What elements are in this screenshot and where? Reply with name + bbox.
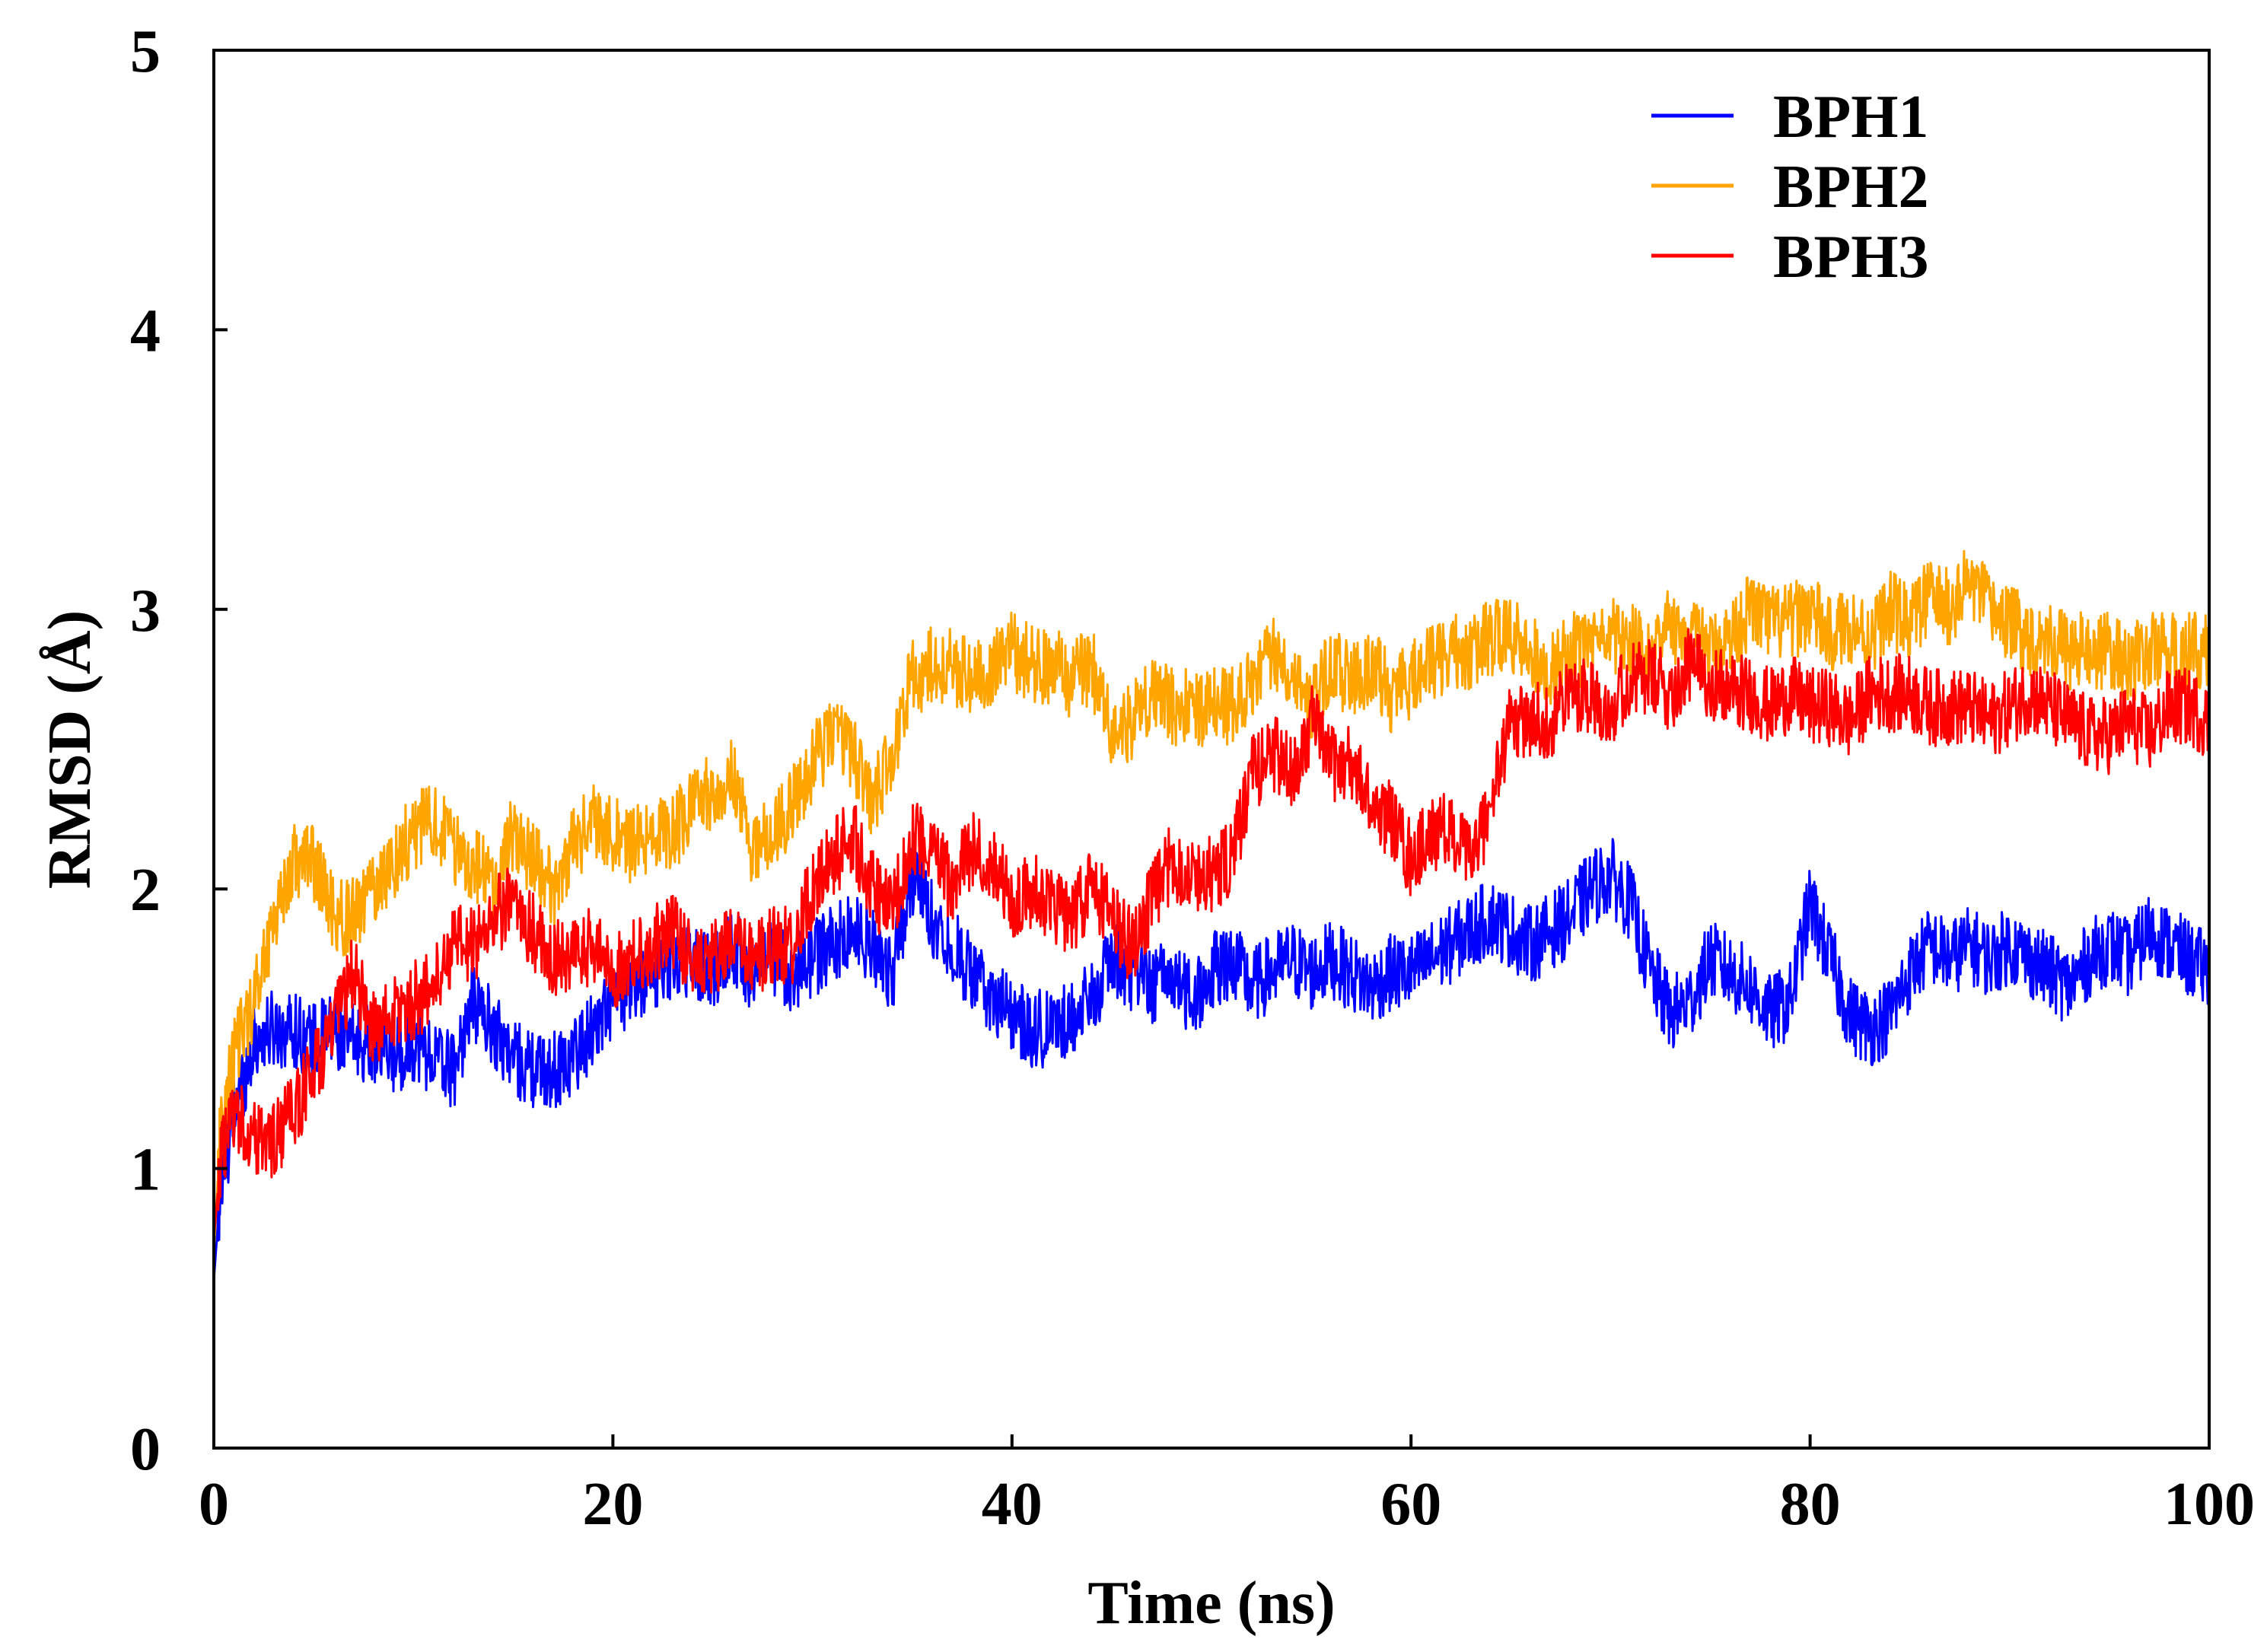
x-tick-label: 60 bbox=[1380, 1471, 1441, 1538]
y-axis-ticks: 0 1 2 3 4 5 bbox=[130, 18, 228, 1483]
x-tick-label: 100 bbox=[2164, 1471, 2255, 1538]
y-tick-label: 0 bbox=[130, 1416, 161, 1483]
legend-label-bph3: BPH3 bbox=[1773, 224, 1928, 291]
series-line-bph3 bbox=[212, 628, 2211, 1239]
y-tick-label: 2 bbox=[130, 857, 161, 924]
x-tick-label: 80 bbox=[1780, 1471, 1841, 1538]
series-layer bbox=[212, 549, 2211, 1281]
legend-label-bph1: BPH1 bbox=[1773, 84, 1928, 151]
x-axis-ticks: 0 20 40 60 80 100 bbox=[199, 1434, 2255, 1538]
legend-label-bph2: BPH2 bbox=[1773, 154, 1928, 221]
plot-frame bbox=[212, 49, 2211, 1450]
y-axis-title: RMSD (Å) bbox=[37, 610, 103, 890]
x-axis-title: Time (ns) bbox=[1087, 1570, 1335, 1637]
x-tick-label: 0 bbox=[199, 1471, 229, 1538]
y-tick-label: 5 bbox=[130, 18, 161, 85]
y-tick-label: 4 bbox=[130, 298, 161, 364]
x-tick-label: 40 bbox=[982, 1471, 1043, 1538]
x-tick-label: 20 bbox=[582, 1471, 643, 1538]
y-tick-label: 3 bbox=[130, 578, 161, 645]
series-line-bph1 bbox=[212, 838, 2211, 1281]
series-line-bph2 bbox=[212, 549, 2211, 1253]
y-tick-label: 1 bbox=[130, 1137, 161, 1204]
